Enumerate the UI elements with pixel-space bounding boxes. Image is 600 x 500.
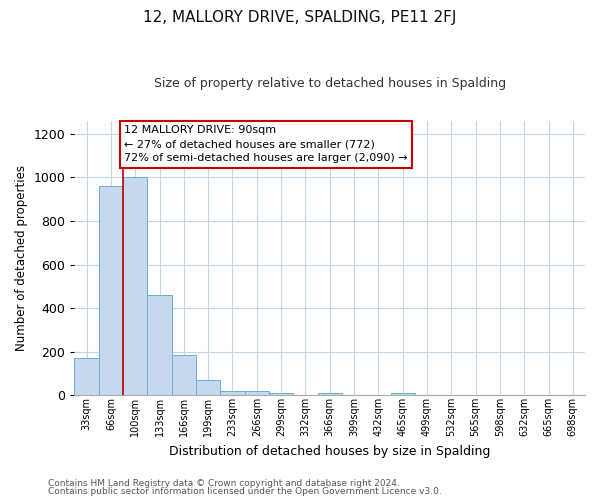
Bar (245, 392, 269, 396)
Bar (74, 358, 99, 396)
Bar (148, 295, 172, 396)
Text: Contains HM Land Registry data © Crown copyright and database right 2024.: Contains HM Land Registry data © Crown c… (48, 478, 400, 488)
Y-axis label: Number of detached properties: Number of detached properties (15, 165, 28, 351)
Bar (220, 390, 245, 396)
Bar (269, 393, 293, 396)
Text: 12 MALLORY DRIVE: 90sqm
← 27% of detached houses are smaller (772)
72% of semi-d: 12 MALLORY DRIVE: 90sqm ← 27% of detache… (124, 125, 408, 163)
Bar (196, 380, 220, 396)
Bar (172, 355, 196, 396)
Bar (391, 393, 415, 396)
Text: 12, MALLORY DRIVE, SPALDING, PE11 2FJ: 12, MALLORY DRIVE, SPALDING, PE11 2FJ (143, 10, 457, 25)
Bar (99, 186, 123, 396)
Bar (123, 178, 148, 396)
Title: Size of property relative to detached houses in Spalding: Size of property relative to detached ho… (154, 78, 506, 90)
Text: Contains public sector information licensed under the Open Government Licence v3: Contains public sector information licen… (48, 487, 442, 496)
X-axis label: Distribution of detached houses by size in Spalding: Distribution of detached houses by size … (169, 444, 490, 458)
Bar (317, 393, 342, 396)
